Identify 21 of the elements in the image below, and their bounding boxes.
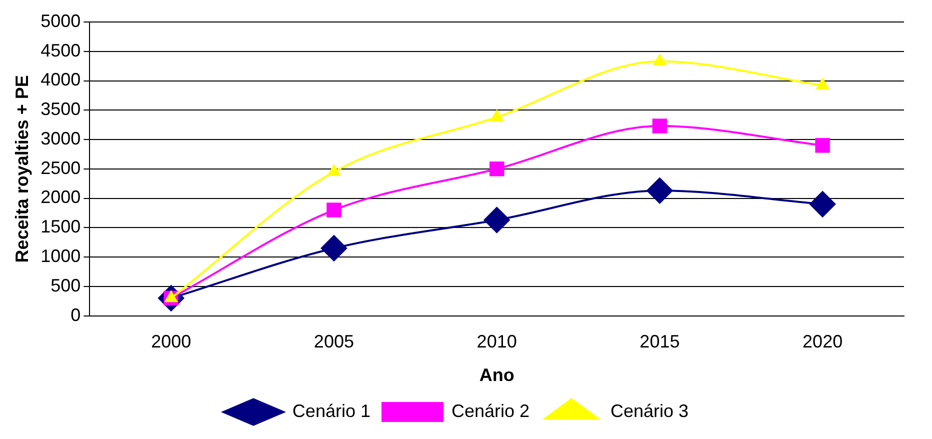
x-tick-label: 2010 xyxy=(476,332,517,352)
y-tick-label: 1500 xyxy=(40,216,81,237)
y-tick-label: 500 xyxy=(50,275,81,296)
y-tick-label: 4500 xyxy=(40,40,81,60)
x-tick-label: 2015 xyxy=(640,332,680,352)
y-tick-label: 3500 xyxy=(40,99,81,120)
x-tick-label: 2020 xyxy=(802,332,843,352)
y-axis-title: Receita royalties + PE xyxy=(12,75,32,263)
legend-label: Cenário 1 xyxy=(292,400,370,421)
y-tick-label: 4000 xyxy=(40,70,81,90)
x-axis-title: Ano xyxy=(479,365,514,386)
y-tick-label: 2000 xyxy=(40,187,81,208)
legend-label: Cenário 3 xyxy=(610,400,689,421)
x-tick-label: 2000 xyxy=(151,332,192,352)
legend-label: Cenário 2 xyxy=(451,400,530,421)
y-tick-label: 2500 xyxy=(40,158,81,178)
y-tick-label: 5000 xyxy=(40,10,81,31)
y-tick-label: 3000 xyxy=(40,128,81,148)
x-tick-label: 2005 xyxy=(314,332,354,352)
y-tick-label: 0 xyxy=(70,304,81,325)
y-tick-label: 1000 xyxy=(40,246,81,266)
